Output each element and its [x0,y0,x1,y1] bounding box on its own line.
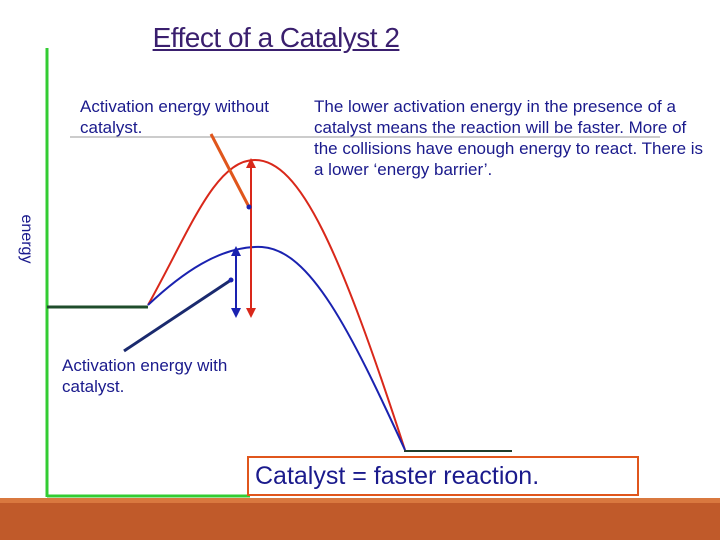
footer-band [0,498,720,540]
activation-arrow-catalysed-head-top [231,246,241,256]
pointer-without-catalyst-dot [246,204,252,210]
label-without-catalyst: Activation energy without catalyst. [80,97,269,137]
pointer-with-catalyst [123,278,232,353]
description-text: The lower activation energy in the prese… [314,97,704,179]
activation-arrow-uncatalysed-head-top [246,158,256,168]
slide-title: Effect of a Catalyst 2 [152,22,400,53]
conclusion-box: Catalyst = faster reaction. [247,456,639,496]
catalysed-curve [147,245,406,451]
label-with-catalyst: Activation energy with catalyst. [62,356,228,396]
uncatalysed-curve [147,158,406,451]
pointer-without-catalyst [209,133,251,208]
pointer-with-catalyst-dot [228,277,234,283]
y-axis-label: energy [18,214,35,264]
activation-arrow-uncatalysed-head-bottom [246,308,256,318]
footer-band-highlight [0,498,720,503]
activation-arrow-catalysed-head-bottom [231,308,241,318]
